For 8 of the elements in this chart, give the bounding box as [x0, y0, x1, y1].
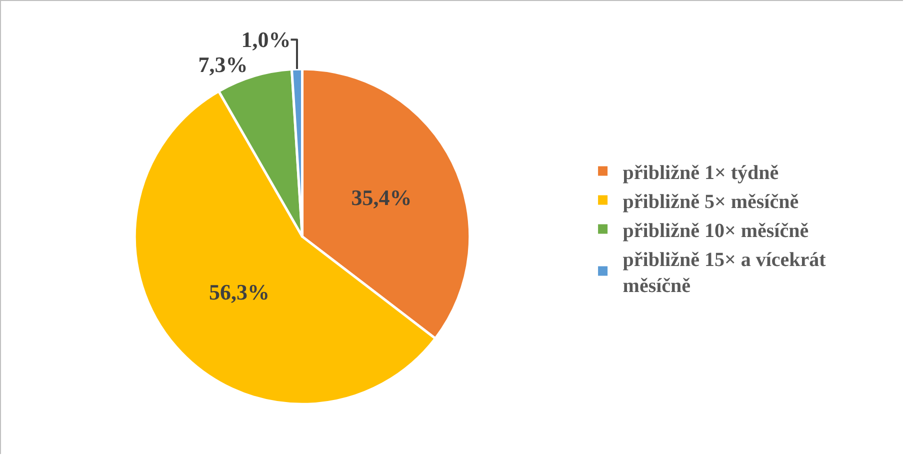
data-label: 35,4%: [351, 184, 412, 210]
data-label: 56,3%: [208, 279, 270, 304]
legend-label: přibližně 1× týdně: [622, 162, 779, 184]
legend-label: přibližně 10× měsíčně: [622, 220, 809, 242]
data-label: 1,0%: [241, 27, 291, 52]
legend-label: přibližně 5× měsíčně: [622, 190, 799, 213]
data-label: 7,3%: [198, 52, 248, 78]
legend-label: přibližně 15× a vícekrát měsíčně: [622, 248, 826, 297]
